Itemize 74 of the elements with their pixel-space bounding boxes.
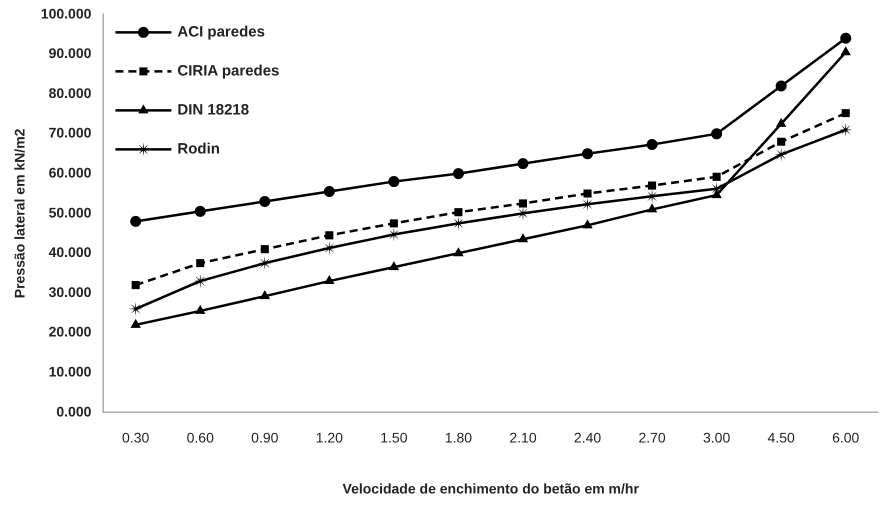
- point: [583, 189, 592, 198]
- point: [324, 186, 335, 198]
- x-tick-label: 0.90: [251, 430, 279, 446]
- y-tick-label: 20.000: [48, 324, 92, 340]
- point: [712, 190, 722, 198]
- point: [582, 148, 594, 160]
- y-tick-label: 0.000: [56, 403, 92, 420]
- legend-label: DIN 18218: [177, 102, 250, 119]
- point: [842, 109, 850, 118]
- y-tick-label: 60.000: [48, 164, 92, 180]
- legend-label: Rodin: [177, 140, 220, 158]
- point: [194, 206, 206, 217]
- x-tick-label: 4.50: [768, 430, 796, 446]
- point: [647, 204, 657, 212]
- point: [517, 158, 528, 170]
- point: [712, 172, 721, 181]
- x-tick-label: 6.00: [832, 430, 860, 446]
- point: [452, 168, 464, 180]
- point: [130, 216, 142, 227]
- x-tick-label: 2.10: [509, 430, 537, 446]
- point: [454, 248, 464, 256]
- point: [128, 302, 143, 316]
- point: [259, 196, 270, 207]
- point: [777, 138, 786, 146]
- point: [518, 234, 528, 242]
- point: [648, 182, 656, 190]
- point: [258, 256, 272, 270]
- point: [325, 231, 334, 240]
- legend-label: ACI paredes: [177, 24, 265, 41]
- point: [776, 80, 787, 92]
- point: [196, 259, 204, 268]
- point: [840, 46, 851, 56]
- point: [324, 276, 334, 284]
- y-tick-label: 40.000: [48, 244, 92, 260]
- point: [646, 139, 658, 150]
- point: [518, 199, 528, 208]
- point: [195, 305, 206, 314]
- point: [130, 319, 141, 328]
- x-tick-label: 0.60: [186, 430, 214, 446]
- point: [193, 274, 208, 288]
- y-tick-label: 90.000: [48, 45, 92, 62]
- point: [774, 147, 788, 162]
- point: [838, 122, 853, 137]
- x-tick-label: 1.20: [316, 430, 344, 446]
- x-tick-label: 1.80: [444, 430, 472, 446]
- point: [516, 206, 530, 220]
- point: [322, 241, 336, 256]
- point: [386, 227, 401, 242]
- point: [390, 219, 398, 228]
- point: [389, 262, 399, 270]
- x-tick-label: 1.50: [380, 430, 408, 446]
- y-tick-label: 10.000: [48, 363, 92, 380]
- y-tick-label: 30.000: [48, 284, 92, 300]
- x-tick-label: 2.70: [638, 430, 666, 446]
- x-tick-label: 2.40: [574, 430, 602, 446]
- legend-label: CIRIA paredes: [177, 62, 280, 80]
- point: [388, 176, 400, 188]
- point: [840, 32, 852, 44]
- x-tick-label: 0.30: [122, 430, 150, 446]
- point: [451, 216, 466, 230]
- point: [454, 208, 462, 216]
- y-tick-label: 50.000: [48, 204, 92, 220]
- x-axis-title: Velocidade de enchimento do betão em m/hr: [342, 480, 640, 496]
- point: [582, 220, 592, 228]
- point: [260, 290, 270, 300]
- point: [711, 128, 722, 140]
- point: [776, 118, 786, 127]
- y-tick-label: 80.000: [48, 84, 92, 101]
- point: [260, 245, 269, 254]
- y-axis-title: Pressão lateral em kN/m2: [11, 128, 28, 298]
- point: [132, 281, 140, 290]
- y-tick-label: 100.000: [40, 5, 92, 22]
- y-tick-label: 70.000: [48, 124, 92, 141]
- x-tick-label: 3.00: [703, 430, 730, 446]
